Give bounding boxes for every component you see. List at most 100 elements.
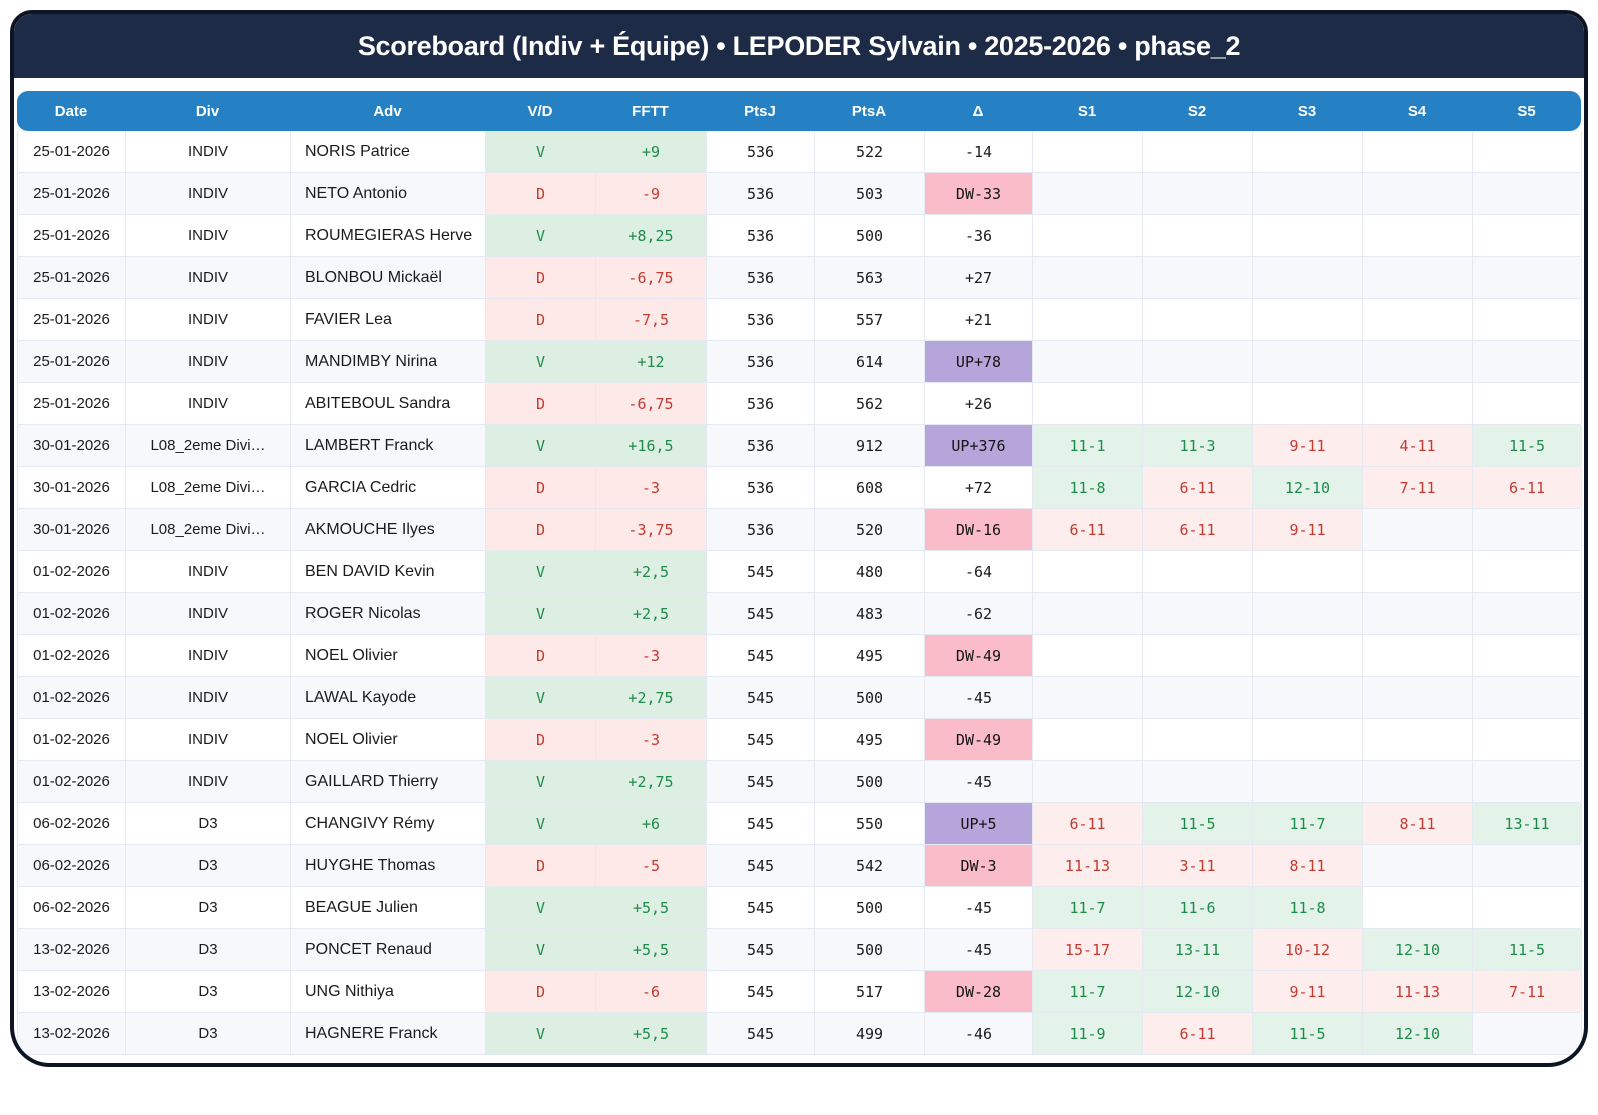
cell-set-2 xyxy=(1143,677,1253,718)
cell-set-3: 11-8 xyxy=(1253,887,1363,928)
cell-points-player: 545 xyxy=(707,593,815,634)
cell-set-1: 11-13 xyxy=(1033,845,1143,886)
cell-adversary: MANDIMBY Nirina xyxy=(291,341,486,382)
cell-division: D3 xyxy=(126,929,291,970)
cell-set-5 xyxy=(1473,341,1582,382)
cell-points-adversary: 500 xyxy=(815,215,925,256)
cell-victory-defeat: D xyxy=(486,719,596,760)
cell-set-2: 6-11 xyxy=(1143,1013,1253,1054)
cell-set-3 xyxy=(1253,299,1363,340)
cell-victory-defeat: V xyxy=(486,1013,596,1054)
cell-set-4: 12-10 xyxy=(1363,929,1473,970)
cell-fftt-points: +5,5 xyxy=(596,1013,707,1054)
cell-division: D3 xyxy=(126,845,291,886)
cell-delta: -46 xyxy=(925,1013,1033,1054)
cell-delta: UP+5 xyxy=(925,803,1033,844)
cell-delta: DW-49 xyxy=(925,719,1033,760)
cell-division: INDIV xyxy=(126,173,291,214)
cell-fftt-points: +5,5 xyxy=(596,887,707,928)
cell-set-3: 11-7 xyxy=(1253,803,1363,844)
cell-date: 30-01-2026 xyxy=(18,467,126,508)
cell-fftt-points: +2,75 xyxy=(596,761,707,802)
cell-set-4 xyxy=(1363,845,1473,886)
cell-set-5 xyxy=(1473,887,1582,928)
cell-points-adversary: 550 xyxy=(815,803,925,844)
cell-victory-defeat: V xyxy=(486,761,596,802)
cell-division: INDIV xyxy=(126,299,291,340)
cell-fftt-points: -5 xyxy=(596,845,707,886)
cell-set-1 xyxy=(1033,299,1143,340)
cell-points-player: 536 xyxy=(707,215,815,256)
table-row: 25-01-2026 INDIV ROUMEGIERAS Herve V +8,… xyxy=(18,215,1582,257)
cell-set-3 xyxy=(1253,173,1363,214)
cell-set-4 xyxy=(1363,593,1473,634)
cell-victory-defeat: D xyxy=(486,971,596,1012)
cell-points-player: 536 xyxy=(707,425,815,466)
cell-points-player: 536 xyxy=(707,509,815,550)
cell-victory-defeat: D xyxy=(486,173,596,214)
cell-set-2 xyxy=(1143,215,1253,256)
cell-set-2: 13-11 xyxy=(1143,929,1253,970)
cell-fftt-points: +2,75 xyxy=(596,677,707,718)
cell-points-adversary: 522 xyxy=(815,131,925,172)
cell-victory-defeat: V xyxy=(486,593,596,634)
header-cell-s2: S2 xyxy=(1187,102,1207,120)
cell-fftt-points: +2,5 xyxy=(596,551,707,592)
scoreboard-card: Scoreboard (Indiv + Équipe) • LEPODER Sy… xyxy=(10,10,1588,1067)
cell-victory-defeat: V xyxy=(486,215,596,256)
cell-set-4 xyxy=(1363,761,1473,802)
cell-fftt-points: +12 xyxy=(596,341,707,382)
table-row: 01-02-2026 INDIV BEN DAVID Kevin V +2,5 … xyxy=(18,551,1582,593)
cell-adversary: FAVIER Lea xyxy=(291,299,486,340)
cell-set-2: 11-5 xyxy=(1143,803,1253,844)
table-row: 25-01-2026 INDIV MANDIMBY Nirina V +12 5… xyxy=(18,341,1582,383)
cell-set-3: 9-11 xyxy=(1253,425,1363,466)
cell-set-4 xyxy=(1363,173,1473,214)
cell-set-4 xyxy=(1363,551,1473,592)
cell-victory-defeat: V xyxy=(486,887,596,928)
cell-delta: +72 xyxy=(925,467,1033,508)
cell-points-adversary: 503 xyxy=(815,173,925,214)
cell-set-5 xyxy=(1473,719,1582,760)
header-cell-s4: S4 xyxy=(1407,102,1427,120)
cell-delta: +26 xyxy=(925,383,1033,424)
cell-adversary: NOEL Olivier xyxy=(291,635,486,676)
cell-division: INDIV xyxy=(126,131,291,172)
cell-points-player: 545 xyxy=(707,845,815,886)
table-row: 06-02-2026 D3 CHANGIVY Rémy V +6 545 550… xyxy=(18,803,1582,845)
cell-delta: DW-49 xyxy=(925,635,1033,676)
cell-points-adversary: 480 xyxy=(815,551,925,592)
header-cell-s1: S1 xyxy=(1077,102,1097,120)
cell-set-1 xyxy=(1033,215,1143,256)
cell-set-2: 11-6 xyxy=(1143,887,1253,928)
cell-delta: -45 xyxy=(925,677,1033,718)
table-row: 13-02-2026 D3 UNG Nithiya D -6 545 517 D… xyxy=(18,971,1582,1013)
table-row: 01-02-2026 INDIV ROGER Nicolas V +2,5 54… xyxy=(18,593,1582,635)
cell-date: 25-01-2026 xyxy=(18,299,126,340)
cell-set-4: 12-10 xyxy=(1363,1013,1473,1054)
cell-set-5 xyxy=(1473,1013,1582,1054)
cell-adversary: LAMBERT Franck xyxy=(291,425,486,466)
cell-division: INDIV xyxy=(126,257,291,298)
table-header: Date Div Adv V/D FFTT PtsJ PtsA Δ S1 S2 … xyxy=(17,91,1581,131)
cell-points-adversary: 542 xyxy=(815,845,925,886)
cell-fftt-points: -3 xyxy=(596,719,707,760)
cell-division: L08_2eme Divi… xyxy=(126,425,291,466)
cell-set-4 xyxy=(1363,257,1473,298)
cell-date: 25-01-2026 xyxy=(18,383,126,424)
cell-fftt-points: -6 xyxy=(596,971,707,1012)
table-row: 25-01-2026 INDIV NETO Antonio D -9 536 5… xyxy=(18,173,1582,215)
cell-points-player: 545 xyxy=(707,635,815,676)
cell-fftt-points: -9 xyxy=(596,173,707,214)
cell-delta: -45 xyxy=(925,761,1033,802)
cell-set-3 xyxy=(1253,215,1363,256)
cell-victory-defeat: V xyxy=(486,131,596,172)
header-cell-div: Div xyxy=(195,102,220,120)
cell-division: INDIV xyxy=(126,593,291,634)
cell-fftt-points: +8,25 xyxy=(596,215,707,256)
table-area: Date Div Adv V/D FFTT PtsJ PtsA Δ S1 S2 … xyxy=(14,78,1584,1063)
cell-adversary: HAGNERE Franck xyxy=(291,1013,486,1054)
cell-points-adversary: 557 xyxy=(815,299,925,340)
cell-set-4 xyxy=(1363,383,1473,424)
cell-adversary: GARCIA Cedric xyxy=(291,467,486,508)
